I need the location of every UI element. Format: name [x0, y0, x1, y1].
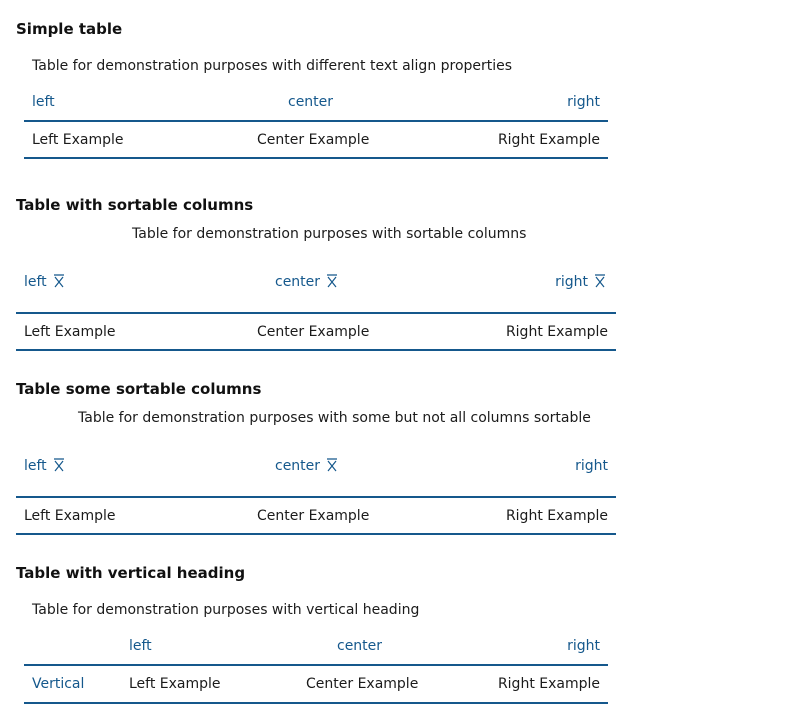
table-bottom-rule: [16, 533, 616, 535]
table-bottom-rule: [24, 157, 608, 159]
sortable-header-center[interactable]: center: [275, 458, 338, 474]
header-divider: [24, 664, 608, 666]
cell-left: Left Example: [24, 324, 116, 340]
sort-icon[interactable]: [53, 458, 65, 472]
sort-icon[interactable]: [326, 458, 338, 472]
header-left: left: [32, 94, 55, 110]
sort-icon[interactable]: [326, 274, 338, 288]
cell-right: Right Example: [505, 324, 608, 340]
cell-right: Right Example: [497, 132, 600, 148]
section-title: Table with vertical heading: [16, 564, 246, 582]
header-label: left: [24, 274, 47, 290]
cell-left: Left Example: [129, 676, 221, 692]
row-heading: Vertical: [32, 676, 85, 692]
header-divider: [16, 496, 616, 498]
section-title: Table some sortable columns: [16, 380, 262, 398]
sortable-header-center[interactable]: center: [275, 274, 338, 290]
sortable-header-right[interactable]: right: [555, 274, 606, 290]
cell-right: Right Example: [505, 508, 608, 524]
table-bottom-rule: [16, 349, 616, 351]
section-title: Table with sortable columns: [16, 196, 254, 214]
cell-left: Left Example: [24, 508, 116, 524]
cell-left: Left Example: [32, 132, 124, 148]
table-caption: Table for demonstration purposes with so…: [132, 226, 527, 242]
header-label: center: [275, 274, 321, 290]
header-center: center: [288, 94, 334, 110]
header-center: center: [337, 638, 383, 654]
cell-right: Right Example: [497, 676, 600, 692]
cell-center: Center Example: [257, 132, 370, 148]
header-right: right: [575, 458, 608, 474]
cell-center: Center Example: [257, 324, 370, 340]
table-bottom-rule: [24, 702, 608, 704]
header-label: right: [555, 274, 588, 290]
header-divider: [16, 312, 616, 314]
header-right: right: [567, 638, 600, 654]
sort-icon[interactable]: [53, 274, 65, 288]
table-caption: Table for demonstration purposes with ve…: [32, 602, 420, 618]
section-title: Simple table: [16, 20, 123, 38]
table-caption: Table for demonstration purposes with di…: [32, 58, 513, 74]
header-divider: [24, 120, 608, 122]
header-label: center: [275, 458, 321, 474]
sortable-header-left[interactable]: left: [24, 274, 65, 290]
sort-icon[interactable]: [594, 274, 606, 288]
sortable-header-left[interactable]: left: [24, 458, 65, 474]
cell-center: Center Example: [306, 676, 419, 692]
header-left: left: [129, 638, 152, 654]
table-caption: Table for demonstration purposes with so…: [78, 410, 591, 426]
header-right: right: [567, 94, 600, 110]
cell-center: Center Example: [257, 508, 370, 524]
header-label: left: [24, 458, 47, 474]
